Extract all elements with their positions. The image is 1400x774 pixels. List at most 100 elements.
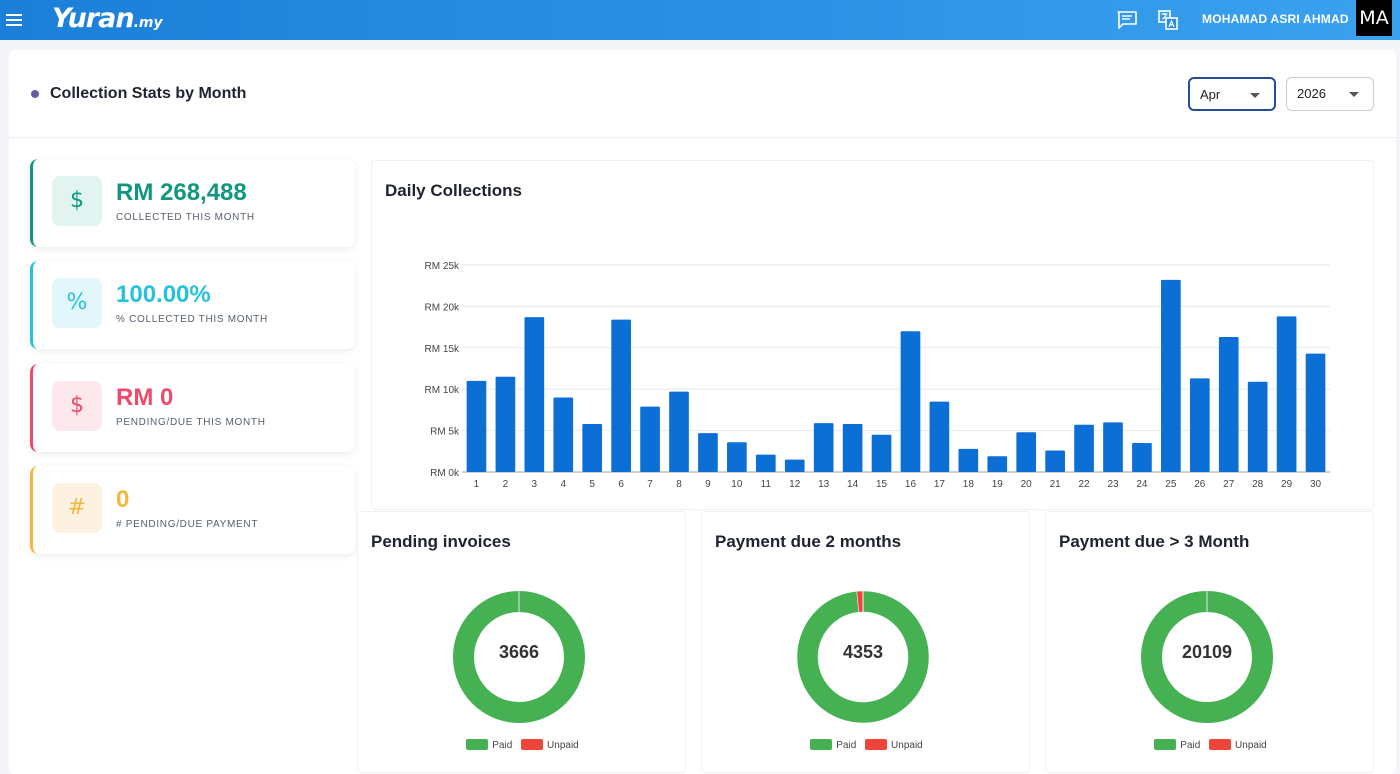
bar <box>553 397 574 472</box>
top-bar: Yuran.my MOHAMAD ASRI AHMAD MA <box>0 0 1400 40</box>
bar <box>784 459 805 472</box>
legend-label: Paid <box>492 740 513 751</box>
legend-swatch <box>1154 739 1177 750</box>
user-name[interactable]: MOHAMAD ASRI AHMAD <box>1202 12 1349 26</box>
donut-title: Pending invoices <box>371 532 511 551</box>
menu-icon[interactable] <box>4 9 24 31</box>
year-select-value: 2026 <box>1297 86 1326 101</box>
x-tick-label: 25 <box>1165 479 1177 490</box>
logo-suffix: .my <box>133 15 163 31</box>
x-tick-label: 13 <box>818 479 830 490</box>
donut-center-value: 4353 <box>842 642 884 662</box>
donut-title: Payment due 2 months <box>715 532 902 551</box>
hash-icon: # <box>52 483 102 533</box>
legend-swatch <box>1209 739 1232 750</box>
bar <box>466 380 487 472</box>
panel-header: Collection Stats by Month Apr 2026 <box>9 50 1396 138</box>
x-tick-label: 18 <box>963 479 975 490</box>
x-tick-label: 14 <box>847 479 859 490</box>
x-tick-label: 27 <box>1223 479 1235 490</box>
legend-label: Paid <box>1180 740 1201 751</box>
legend-label: Unpaid <box>891 740 923 751</box>
bar <box>842 423 863 472</box>
bar <box>640 406 660 472</box>
chevron-down-icon <box>1349 92 1359 97</box>
x-tick-label: 9 <box>705 479 711 490</box>
donut-center-value: 3666 <box>498 642 540 662</box>
bar <box>813 423 834 472</box>
donut-chart <box>796 590 930 724</box>
bar <box>1016 432 1037 472</box>
legend-label: Unpaid <box>1235 740 1267 751</box>
bar <box>987 456 1008 472</box>
chevron-down-icon <box>1250 93 1260 98</box>
bar <box>1305 353 1326 472</box>
logo-main: Yuran <box>52 3 135 34</box>
x-tick-label: 17 <box>934 479 946 490</box>
x-tick-label: 6 <box>618 479 624 490</box>
daily-collections-card: Daily Collections RM 0k RM 5k RM 10k RM 15k… <box>371 160 1374 510</box>
bar <box>1276 316 1297 472</box>
stat-value: RM 0 <box>116 384 174 411</box>
legend-label: Unpaid <box>547 740 579 751</box>
x-tick-label: 15 <box>876 479 888 490</box>
translate-icon[interactable] <box>1156 8 1180 32</box>
x-tick-label: 19 <box>992 479 1004 490</box>
x-tick-label: 21 <box>1050 479 1062 490</box>
stat-value: 0 <box>116 486 130 513</box>
stat-label: % COLLECTED THIS MONTH <box>116 314 268 325</box>
donut-center-value: 20109 <box>1181 642 1233 662</box>
donut-card-due-3-months: Payment due > 3 Month 20109 Paid Unpaid <box>1045 511 1374 773</box>
legend-item-paid[interactable]: Paid <box>810 739 856 751</box>
legend-item-paid[interactable]: Paid <box>1154 739 1200 751</box>
legend-item-paid[interactable]: Paid <box>466 739 512 751</box>
x-tick-label: 1 <box>474 479 480 490</box>
x-tick-label: 10 <box>731 479 743 490</box>
bar <box>1189 378 1210 472</box>
bar <box>1218 337 1239 472</box>
legend-item-unpaid[interactable]: Unpaid <box>865 739 923 751</box>
stat-value: 100.00% <box>116 281 211 308</box>
stat-label: # PENDING/DUE PAYMENT <box>116 519 259 530</box>
dollar-icon: $ <box>52 381 102 431</box>
legend-swatch <box>521 739 544 750</box>
x-tick-label: 29 <box>1281 479 1293 490</box>
y-tick-label: RM 5k <box>430 427 460 438</box>
bar <box>871 434 892 472</box>
logo[interactable]: Yuran.my <box>52 3 163 39</box>
dollar-icon: $ <box>52 176 102 226</box>
y-tick-label: RM 0k <box>430 468 460 479</box>
x-tick-label: 8 <box>676 479 682 490</box>
bar <box>1132 443 1152 472</box>
month-select-value: Apr <box>1200 87 1221 102</box>
stat-card-collected: $ RM 268,488 COLLECTED THIS MONTH <box>30 159 355 247</box>
x-tick-label: 26 <box>1194 479 1206 490</box>
y-tick-label: RM 10k <box>425 385 460 396</box>
x-tick-label: 3 <box>532 479 538 490</box>
stat-label: COLLECTED THIS MONTH <box>116 212 255 223</box>
legend-item-unpaid[interactable]: Unpaid <box>1209 739 1267 751</box>
x-tick-label: 16 <box>905 479 917 490</box>
bar <box>900 331 921 472</box>
percent-icon: % <box>52 278 102 328</box>
bar <box>1247 381 1268 472</box>
chat-icon[interactable] <box>1115 8 1139 32</box>
bar <box>727 442 747 472</box>
bar <box>669 391 689 472</box>
bar <box>958 448 979 472</box>
legend-item-unpaid[interactable]: Unpaid <box>521 739 579 751</box>
donut-title: Payment due > 3 Month <box>1059 532 1250 551</box>
bar <box>755 454 776 472</box>
x-tick-label: 2 <box>503 479 509 490</box>
year-select[interactable]: 2026 <box>1286 77 1374 111</box>
x-tick-label: 4 <box>560 479 566 490</box>
donut-chart <box>453 591 585 723</box>
x-tick-label: 20 <box>1021 479 1033 490</box>
donut-card-pending-invoices: Pending invoices 3666 Paid Unpaid <box>357 511 686 773</box>
page-title: Collection Stats by Month <box>50 85 247 102</box>
avatar[interactable]: MA <box>1356 0 1392 36</box>
stat-card-pending-count: # 0 # PENDING/DUE PAYMENT <box>30 466 355 554</box>
x-tick-label: 28 <box>1252 479 1264 490</box>
month-select[interactable]: Apr <box>1188 77 1276 111</box>
